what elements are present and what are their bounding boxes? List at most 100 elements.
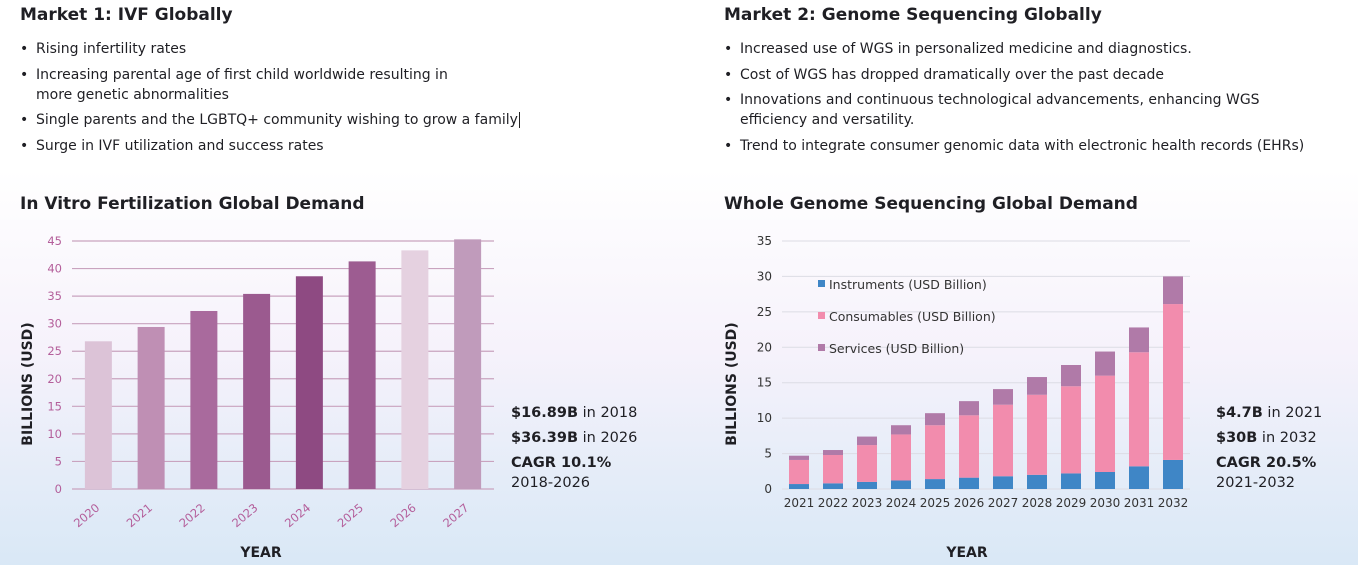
stat-label: in 2018 <box>578 405 638 421</box>
wgs-chart-title: Whole Genome Sequencing Global Demand <box>724 194 1138 214</box>
bar-segment <box>1129 352 1149 467</box>
stat-line: CAGR 10.1% <box>511 451 637 476</box>
x-tick-label: 2022 <box>176 501 207 531</box>
y-axis-label: BILLIONS (USD) <box>724 322 740 445</box>
bar-segment <box>857 481 877 489</box>
x-tick-label: 2031 <box>1124 496 1155 510</box>
bar-segment <box>1061 386 1081 474</box>
x-tick-label: 2026 <box>954 496 985 510</box>
cagr-value: CAGR 20.5% <box>1216 455 1317 471</box>
x-tick-label: 2021 <box>124 501 155 531</box>
stat-line: CAGR 20.5% <box>1216 451 1322 476</box>
y-tick-label: 30 <box>47 317 62 331</box>
bar-segment <box>993 476 1013 489</box>
y-tick-label: 15 <box>47 399 62 413</box>
bar-segment <box>1061 365 1081 387</box>
bullet-item: Cost of WGS has dropped dramatically ove… <box>724 65 1330 85</box>
bar-segment <box>891 480 911 489</box>
bar <box>243 293 271 489</box>
bar-segment <box>1027 377 1047 395</box>
bullet-text: Single parents and the LGBTQ+ community … <box>36 112 518 128</box>
bar-segment <box>1027 394 1047 475</box>
stat-line: $30B in 2032 <box>1216 426 1322 451</box>
x-tick-label: 2032 <box>1158 496 1189 510</box>
cagr-value: CAGR 10.1% <box>511 455 612 471</box>
x-tick-label: 2026 <box>387 501 418 531</box>
x-tick-label: 2021 <box>784 496 815 510</box>
bullet-item: Increased use of WGS in personalized med… <box>724 39 1330 59</box>
y-tick-label: 45 <box>47 234 62 248</box>
y-tick-label: 10 <box>757 411 772 425</box>
bar-segment <box>925 479 945 489</box>
x-tick-label: 2024 <box>282 501 313 531</box>
stat-label: in 2021 <box>1262 405 1323 421</box>
y-tick-label: 15 <box>757 376 772 390</box>
x-tick-label: 2029 <box>1056 496 1087 510</box>
bar-segment <box>1027 474 1047 489</box>
y-tick-label: 40 <box>47 262 62 276</box>
stat-line: $4.7B in 2021 <box>1216 401 1322 426</box>
bar-segment <box>891 434 911 481</box>
y-tick-label: 0 <box>55 482 62 496</box>
bar <box>190 310 218 489</box>
ivf-stats: $16.89B in 2018 $36.39B in 2026 CAGR 10.… <box>511 401 637 496</box>
x-tick-label: 2027 <box>440 501 471 531</box>
stat-label: in 2032 <box>1257 430 1317 446</box>
stat-line: $36.39B in 2026 <box>511 426 637 451</box>
market-2-heading: Market 2: Genome Sequencing Globally <box>724 5 1102 25</box>
y-axis-label: BILLIONS (USD) <box>20 322 36 445</box>
x-axis-label: YEAR <box>239 545 282 561</box>
ivf-chart-title: In Vitro Fertilization Global Demand <box>20 194 365 214</box>
bar-segment <box>823 483 843 489</box>
bar-segment <box>925 425 945 480</box>
stat-line: $16.89B in 2018 <box>511 401 637 426</box>
bar-segment <box>1129 327 1149 353</box>
bar-segment <box>993 404 1013 477</box>
y-tick-label: 35 <box>47 289 62 303</box>
y-tick-label: 20 <box>47 372 62 386</box>
wgs-bullet-list: Increased use of WGS in personalized med… <box>724 39 1330 161</box>
y-tick-label: 20 <box>757 340 772 354</box>
legend-swatch <box>818 344 825 351</box>
bar-segment <box>959 401 979 416</box>
stat-line: 2018-2026 <box>511 475 591 491</box>
legend-swatch <box>818 312 825 319</box>
stat-value: $16.89B <box>511 405 579 421</box>
legend-label: Consumables (USD Billion) <box>829 309 996 324</box>
stat-value: $30B <box>1216 430 1258 446</box>
y-tick-label: 5 <box>764 447 772 461</box>
market-1-heading: Market 1: IVF Globally <box>20 5 233 25</box>
bar-segment <box>959 477 979 489</box>
bullet-item: Surge in IVF utilization and success rat… <box>20 136 520 156</box>
bar <box>348 261 376 489</box>
y-tick-label: 30 <box>757 269 772 283</box>
bar-segment <box>1163 304 1183 460</box>
y-tick-label: 10 <box>47 427 62 441</box>
bar-segment <box>1061 473 1081 489</box>
bullet-item: Increasing parental age of first child w… <box>20 65 476 105</box>
x-tick-label: 2023 <box>229 501 260 531</box>
bar <box>137 326 165 489</box>
bullet-item: Trend to integrate consumer genomic data… <box>724 136 1330 156</box>
x-tick-label: 2027 <box>988 496 1019 510</box>
ivf-bullet-list: Rising infertility rates Increasing pare… <box>20 39 520 161</box>
bar <box>295 276 323 489</box>
bullet-item: Rising infertility rates <box>20 39 520 59</box>
bar-segment <box>857 445 877 482</box>
x-tick-label: 2020 <box>71 501 102 531</box>
bar-segment <box>789 455 809 460</box>
bar-segment <box>823 450 843 455</box>
bar-segment <box>1163 459 1183 489</box>
x-tick-label: 2022 <box>818 496 849 510</box>
stat-value: $4.7B <box>1216 405 1263 421</box>
y-tick-label: 25 <box>47 344 62 358</box>
bar-segment <box>1163 276 1183 305</box>
bar-segment <box>789 484 809 489</box>
wgs-stats: $4.7B in 2021 $30B in 2032 CAGR 20.5% 20… <box>1216 401 1322 496</box>
legend-label: Instruments (USD Billion) <box>829 277 987 292</box>
bar <box>454 239 482 489</box>
bar-segment <box>1095 375 1115 472</box>
bar-segment <box>925 413 945 426</box>
